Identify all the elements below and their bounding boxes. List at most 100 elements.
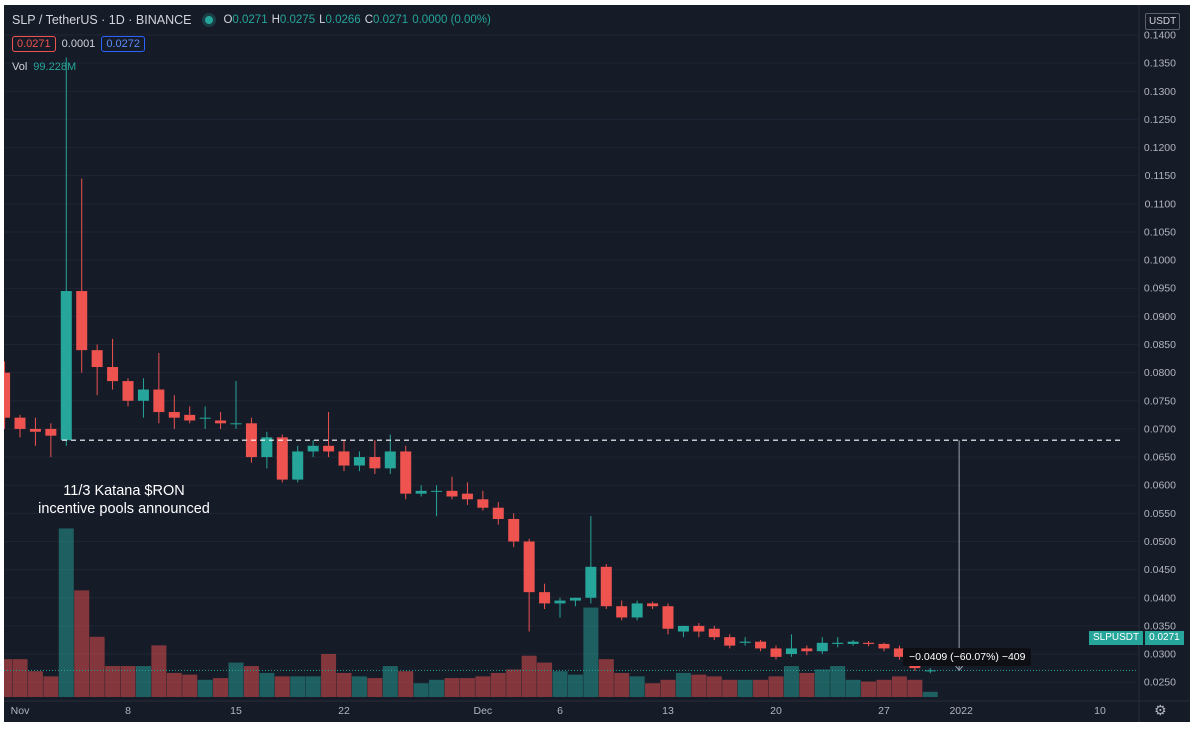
annotation-line-1: 11/3 Katana $RON (63, 483, 185, 499)
candle-body (153, 389, 165, 413)
volume-bar (598, 659, 614, 697)
volume-bar (120, 666, 136, 697)
volume-bar (891, 676, 907, 697)
ohlc-label-c: C (364, 14, 374, 26)
bid-ask-row: 0.0271 0.0001 0.0272 (12, 36, 151, 52)
volume-bar (907, 679, 923, 697)
y-tick-label: 0.0950 (1144, 283, 1176, 295)
volume-bar (74, 590, 90, 697)
candle-body (616, 606, 628, 618)
buy-price-box[interactable]: 0.0272 (101, 36, 145, 52)
volume-bar (4, 659, 13, 697)
candle-body (184, 414, 196, 421)
candle-body (107, 367, 119, 382)
candle-body (353, 457, 365, 466)
candle-body (45, 428, 57, 436)
volume-bar (89, 636, 105, 697)
candle-body (230, 423, 242, 425)
chart-canvas[interactable]: 0.0250 0.0300 0.0350 0.0400 0.0450 0.0500 0.05… (4, 5, 1190, 722)
volume-bar (691, 674, 707, 697)
candle-body (832, 642, 844, 644)
candle-body (369, 457, 381, 469)
volume-bar (922, 691, 938, 697)
volume-label: Vol (12, 61, 28, 73)
y-tick-label: 0.0300 (1144, 649, 1176, 661)
y-tick-label: 0.0450 (1144, 564, 1176, 576)
candle-body (755, 641, 767, 649)
volume-bar (444, 678, 460, 697)
y-tick-label: 0.0750 (1144, 395, 1176, 407)
x-tick-label: 10 (1094, 705, 1106, 717)
volume-bar (814, 669, 830, 697)
y-tick-label: 0.0350 (1144, 620, 1176, 632)
candle-body (662, 606, 674, 629)
volume-bar (768, 676, 784, 697)
candle-body (137, 389, 149, 401)
y-tick-label: 0.0500 (1144, 536, 1176, 548)
candle-body (14, 417, 26, 429)
volume-bar (660, 679, 676, 697)
volume-bar (213, 678, 229, 697)
y-tick-label: 0.0550 (1144, 508, 1176, 520)
candle-body (431, 490, 443, 492)
spread-value: 0.0001 (61, 38, 96, 50)
candle-body (816, 642, 828, 652)
volume-bar (351, 676, 367, 697)
y-tick-label: 0.0850 (1144, 339, 1176, 351)
candle-body (554, 600, 566, 604)
volume-bar (166, 672, 182, 697)
candle-body (338, 451, 350, 466)
candle-body (585, 566, 597, 598)
y-tick-label: 0.0400 (1144, 592, 1176, 604)
y-tick-label: 0.1000 (1144, 255, 1176, 267)
symbol-legend: SLP / TetherUS · 1D · BINANCE O0.0271 H0.… (12, 13, 495, 27)
volume-bar (151, 645, 167, 697)
volume-bar (845, 679, 861, 697)
currency-unit-button[interactable]: USDT (1145, 13, 1181, 30)
candle-body (276, 437, 288, 480)
candle-body (847, 641, 859, 644)
candle-body (508, 518, 520, 542)
volume-bar (567, 674, 583, 697)
sell-price-box[interactable]: 0.0271 (12, 36, 56, 52)
candle-body (91, 350, 103, 368)
volume-bar (706, 676, 722, 697)
candle-body (168, 412, 180, 418)
volume-bar (737, 679, 753, 697)
candle-body (693, 625, 705, 632)
annotation-line-2: incentive pools announced (38, 501, 210, 517)
y-tick-label: 0.0650 (1144, 452, 1176, 464)
candle-body (878, 643, 890, 649)
symbol-title[interactable]: SLP / TetherUS · 1D · BINANCE (12, 13, 192, 27)
volume-bar (43, 676, 59, 697)
candle-body (523, 541, 535, 593)
volume-bar (799, 672, 815, 697)
candle-body (770, 648, 782, 657)
y-tick-label: 0.1250 (1144, 114, 1176, 126)
volume-bar (552, 671, 568, 697)
y-tick-label: 0.1200 (1144, 142, 1176, 154)
y-tick-label: 0.0900 (1144, 311, 1176, 323)
volume-bar (27, 671, 43, 697)
candle-body (415, 490, 427, 494)
candle-body (647, 603, 659, 607)
x-tick-label: 8 (125, 705, 131, 717)
candle-body (446, 490, 458, 497)
volume-bar (336, 672, 352, 697)
candle-body (76, 291, 88, 351)
volume-bar (722, 679, 738, 697)
y-tick-label: 0.1150 (1145, 170, 1176, 182)
y-tick-label: 0.0700 (1144, 423, 1176, 435)
x-tick-label: 13 (662, 705, 674, 717)
ohlc-values: O0.0271 H0.0275 L0.0266 C0.0271 0.0000 (0.00… (223, 14, 494, 26)
volume-bar (876, 679, 892, 697)
volume-bar (398, 671, 414, 697)
volume-bar (429, 679, 445, 697)
volume-bar (290, 676, 306, 697)
candle-body (801, 648, 813, 652)
y-tick-label: 0.0600 (1144, 480, 1176, 492)
gear-icon[interactable]: ⚙ (1154, 702, 1167, 718)
volume-bar (753, 679, 769, 697)
volume-bar (861, 681, 877, 697)
volume-legend: Vol 99.228M (12, 61, 76, 73)
